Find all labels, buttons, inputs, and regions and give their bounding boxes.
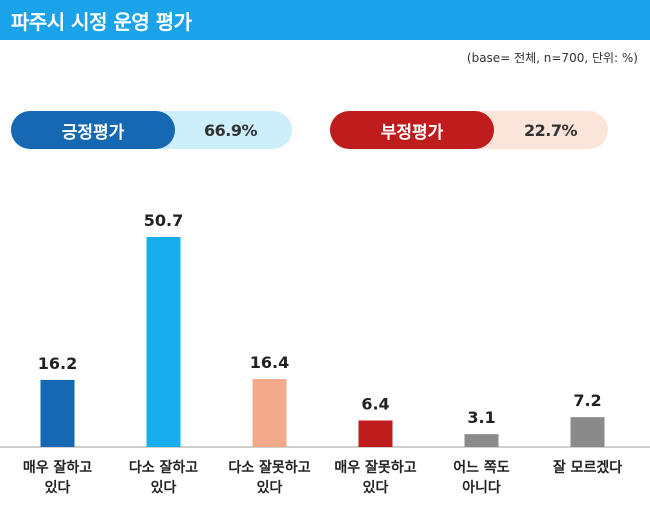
- bar: [146, 237, 181, 447]
- positive-summary: 긍정평가 66.9%: [11, 111, 292, 149]
- category-label-line: 있다: [150, 480, 177, 496]
- bar: [464, 434, 499, 447]
- positive-label: 긍정평가: [11, 111, 175, 149]
- category-label-line: 있다: [44, 480, 71, 496]
- bar: [570, 417, 605, 447]
- bar: [40, 379, 75, 447]
- page-title: 파주시 시정 운영 평가: [11, 10, 192, 34]
- category-label-line: 잘 모르겠다: [552, 460, 623, 476]
- category-label-line: 매우 잘하고: [22, 460, 93, 476]
- negative-value: 22.7%: [524, 120, 578, 140]
- title-bar: 파주시 시정 운영 평가: [0, 0, 650, 40]
- data-label: 16.2: [38, 354, 77, 373]
- data-label: 50.7: [144, 211, 183, 230]
- data-label: 16.4: [250, 353, 289, 372]
- bar: [252, 379, 287, 447]
- category-label-line: 아니다: [462, 480, 501, 496]
- category-label-line: 있다: [362, 480, 389, 496]
- category-label-line: 있다: [256, 480, 283, 496]
- base-note: (base= 전체, n=700, 단위: %): [466, 51, 638, 65]
- category-label-line: 매우 잘못하고: [334, 460, 417, 476]
- negative-summary: 부정평가 22.7%: [330, 111, 608, 149]
- category-label: 잘 모르겠다: [533, 458, 643, 478]
- positive-value: 66.9%: [204, 120, 258, 140]
- data-label: 6.4: [361, 394, 389, 413]
- negative-label: 부정평가: [330, 111, 494, 149]
- data-label: 3.1: [467, 408, 495, 427]
- data-label: 7.2: [573, 391, 601, 410]
- category-label-line: 다소 잘하고: [128, 460, 199, 476]
- bar: [358, 420, 393, 447]
- category-label-line: 어느 쪽도: [453, 460, 510, 476]
- category-label-line: 다소 잘못하고: [228, 460, 311, 476]
